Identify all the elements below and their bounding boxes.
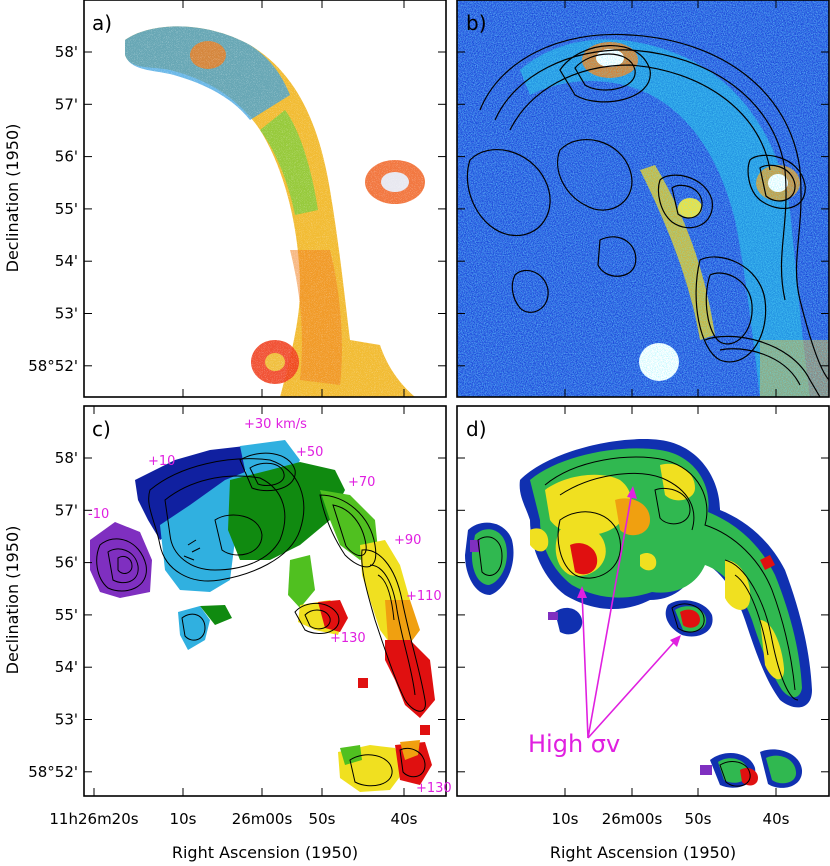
x-tick-label: 50s xyxy=(309,810,336,828)
x-axis-d: 10s 26m00s 50s 40s xyxy=(552,406,790,828)
y-tick-label: 54' xyxy=(55,658,78,676)
panel-a-frame xyxy=(83,0,447,398)
y-tick-label: 55' xyxy=(55,200,78,218)
y-axis-title-a: Declination (1950) xyxy=(3,124,22,273)
panel-d-label: d) xyxy=(466,417,487,441)
panel-b-frame xyxy=(456,0,830,398)
x-tick-label: 11h26m20s xyxy=(49,810,138,828)
y-tick-label: 54' xyxy=(55,252,78,270)
region-plus-70 xyxy=(320,490,378,560)
y-tick-label: 53' xyxy=(55,711,78,729)
region-plus-50 xyxy=(228,462,345,560)
velocity-label: +130 xyxy=(416,781,452,796)
tick-marks xyxy=(182,0,829,773)
velocity-label: +10 xyxy=(148,454,175,469)
panel-b xyxy=(457,0,829,397)
high-sigma-arrows xyxy=(581,491,677,739)
y-tick-label: 56' xyxy=(55,148,78,166)
region-plus-30 xyxy=(160,470,250,592)
panel-c-frame xyxy=(83,405,447,797)
x-tick-label: 50s xyxy=(685,810,712,828)
panel-a xyxy=(84,0,446,397)
velocity-label: +130 xyxy=(330,631,366,646)
y-tick-label: 56' xyxy=(55,554,78,572)
velocity-label: +70 xyxy=(348,475,375,490)
panel-a-label: a) xyxy=(92,11,112,35)
x-axis-title-d: Right Ascension (1950) xyxy=(550,843,736,862)
x-axis-c: 11h26m20s 10s 26m00s 50s 40s xyxy=(49,406,418,828)
panel-c xyxy=(84,406,446,796)
panel-d-frame xyxy=(456,405,830,797)
region-plus-130 xyxy=(385,640,435,718)
high-sigma-annotation: High σv xyxy=(528,730,620,758)
y-tick-label: 58' xyxy=(55,43,78,61)
region-plus-110 xyxy=(385,600,420,650)
x-tick-label: 40s xyxy=(391,810,418,828)
velocity-label: +50 xyxy=(296,445,323,460)
velocity-label: +90 xyxy=(394,533,421,548)
velocity-label: -10 xyxy=(88,507,109,522)
panel-b-label: b) xyxy=(466,11,487,35)
velocity-labels: -10 +10 +30 km/s +50 +70 +90 +110 +130 +… xyxy=(88,417,452,796)
velocity-label: +110 xyxy=(406,589,442,604)
y-axis-a: 58' 57' 56' 55' 54' 53' 58°52' xyxy=(28,43,446,375)
x-tick-label: 40s xyxy=(763,810,790,828)
x-axis-title-c: Right Ascension (1950) xyxy=(172,843,358,862)
y-tick-label: 58°52' xyxy=(28,763,78,781)
y-tick-label: 57' xyxy=(55,95,78,113)
x-tick-label: 26m00s xyxy=(232,810,293,828)
panel-c-label: c) xyxy=(92,417,111,441)
y-tick-label: 53' xyxy=(55,305,78,323)
y-axis-title-c: Declination (1950) xyxy=(3,526,22,675)
x-tick-label: 10s xyxy=(552,810,579,828)
y-tick-label: 58°52' xyxy=(28,357,78,375)
region-plus-10 xyxy=(135,446,245,540)
y-tick-label: 58' xyxy=(55,449,78,467)
y-tick-label: 57' xyxy=(55,501,78,519)
y-tick-label: 55' xyxy=(55,606,78,624)
panel-d: High σv xyxy=(457,406,829,796)
y-axis-c: 58' 57' 56' 55' 54' 53' 58°52' xyxy=(28,449,446,781)
velocity-label: +30 km/s xyxy=(244,417,307,432)
x-tick-label: 26m00s xyxy=(602,810,663,828)
x-tick-label: 10s xyxy=(170,810,197,828)
